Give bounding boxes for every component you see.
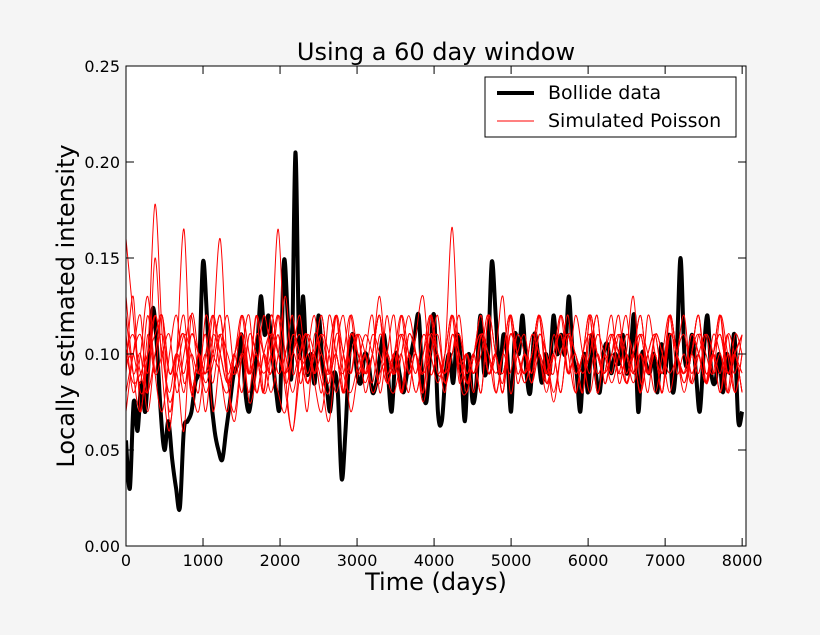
chart-title: Using a 60 day window xyxy=(297,38,575,66)
y-tick-label: 0.05 xyxy=(84,441,120,460)
series-line-sim-7 xyxy=(126,314,743,394)
series-line-sim-9 xyxy=(126,295,743,413)
x-tick-label: 3000 xyxy=(337,551,378,570)
y-tick-label: 0.10 xyxy=(84,345,120,364)
y-axis: 0.00 0.05 0.10 0.15 0.20 0.25 xyxy=(84,57,746,556)
y-tick-label: 0.15 xyxy=(84,249,120,268)
x-axis-title: Time (days) xyxy=(364,568,507,596)
y-tick-label: 0.25 xyxy=(84,57,120,76)
plot-frame xyxy=(125,65,747,547)
series-line-sim-8 xyxy=(126,314,743,393)
x-tick-label: 6000 xyxy=(568,551,609,570)
x-tick-label: 8000 xyxy=(722,551,763,570)
legend: Bollide data Simulated Poisson xyxy=(484,76,737,138)
x-tick-label: 1000 xyxy=(183,551,224,570)
legend-box xyxy=(484,76,737,138)
x-tick-label: 7000 xyxy=(645,551,686,570)
x-tick-label: 2000 xyxy=(260,551,301,570)
y-tick-label: 0.20 xyxy=(84,153,120,172)
series-line-sim-10 xyxy=(126,314,743,394)
plot-area xyxy=(126,66,746,546)
series-layer xyxy=(126,150,745,512)
legend-label-bollide: Bollide data xyxy=(548,82,661,104)
x-tick-label: 4000 xyxy=(414,551,455,570)
y-axis-title: Locally estimated intensity xyxy=(52,144,80,467)
y-tick-label: 0.00 xyxy=(84,537,120,556)
x-tick-label: 0 xyxy=(121,551,131,570)
x-tick-label: 5000 xyxy=(491,551,532,570)
legend-label-simulated: Simulated Poisson xyxy=(548,110,721,132)
x-axis: 0 1000 2000 3000 4000 5000 6000 7000 8000 xyxy=(121,66,763,570)
